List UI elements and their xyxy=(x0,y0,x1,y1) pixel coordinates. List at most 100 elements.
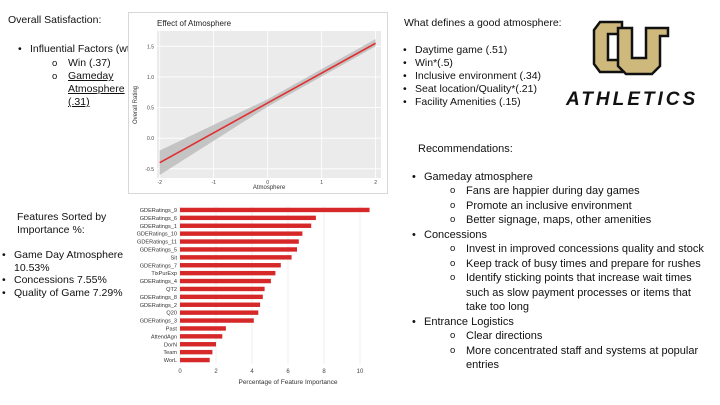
feature-quality: Quality of Game 7.29% xyxy=(0,287,123,300)
importance-chart: GDERatings_9 GDERatings_6 GDERatings_1 GDER… xyxy=(120,200,388,390)
category-label: Sit xyxy=(170,255,177,261)
rec-gameday-item-3: Better signage, maps, other amenities xyxy=(446,213,651,228)
category-label: GDERatings_9 xyxy=(140,208,177,214)
atmosphere-chart-ticks: -2 -1 0 1 2 -0.5 0.0 0.5 1.0 1.5 xyxy=(145,44,377,186)
category-label: TixPurExp xyxy=(151,271,177,277)
importance-bar xyxy=(180,215,316,221)
rec-entrance-item-1: Clear directions xyxy=(446,329,698,344)
importance-chart-grid xyxy=(179,206,361,364)
bar-x-tick-label: 0 xyxy=(178,369,182,375)
rec-concessions-item-3: Identify sticking points that increase w… xyxy=(446,271,704,286)
rec-gameday: Gameday atmosphere xyxy=(410,170,533,185)
gameday-line-3: (.31) xyxy=(68,96,90,108)
importance-bar xyxy=(180,326,226,331)
rec-entrance-title: Entrance Logistics xyxy=(410,315,514,330)
rec-concessions-item-2: Keep track of busy times and prepare for… xyxy=(446,257,704,272)
importance-bar xyxy=(180,255,292,260)
rec-gameday-item-2: Promote an inclusive environment xyxy=(446,199,651,214)
atmosphere-item-amenities: Facility Amenities (.15) xyxy=(401,96,541,109)
category-label: GDERatings_7 xyxy=(140,263,177,269)
features-list-2: Concessions 7.55% Quality of Game 7.29% xyxy=(0,274,123,300)
rec-gameday-item-1: Fans are happier during day games xyxy=(446,184,651,199)
features-heading-1: Features Sorted by xyxy=(17,211,107,223)
cu-logo xyxy=(588,14,674,84)
importance-chart-svg: GDERatings_9 GDERatings_6 GDERatings_1 GDER… xyxy=(137,206,370,386)
factor-gameday: Gameday xyxy=(48,70,114,83)
category-label: GDERatings_10 xyxy=(137,232,177,238)
cu-monogram-icon xyxy=(592,20,670,76)
bar-x-tick-label: 2 xyxy=(214,369,218,375)
rec-entrance: Entrance Logistics xyxy=(410,315,514,330)
category-label: GDERatings_4 xyxy=(140,279,177,285)
category-label: Q20 xyxy=(166,311,177,317)
importance-bar xyxy=(180,247,297,252)
rec-entrance-items: Clear directions More concentrated staff… xyxy=(446,329,698,358)
gameday-line-2: Atmosphere xyxy=(68,83,125,95)
atmosphere-item-daytime: Daytime game (.51) xyxy=(401,44,541,57)
rec-concessions-items: Invest in improved concessions quality a… xyxy=(446,242,704,286)
importance-ticks: 0 2 4 6 8 10 xyxy=(178,369,364,375)
category-label: WorL xyxy=(164,358,177,364)
bar-x-tick-label: 8 xyxy=(322,369,326,375)
rec-concessions-item-3-cont-2: take too long xyxy=(466,301,529,313)
y-tick-label: 0.5 xyxy=(147,106,154,112)
factors-sublist: Win (.37) Gameday xyxy=(48,57,114,83)
category-label: GDERatings_6 xyxy=(140,216,177,222)
importance-bar xyxy=(180,318,254,323)
importance-bar xyxy=(180,334,223,339)
atmosphere-chart: Effect of Atmosphere -2 -1 0 1 2 -0.5 0.0 0.5 1.… xyxy=(128,12,388,194)
feature-gameday-pct: 10.53% xyxy=(14,262,50,274)
importance-bar xyxy=(180,310,259,315)
category-label: QT2 xyxy=(166,287,177,293)
atmosphere-heading: What defines a good atmosphere: xyxy=(404,17,562,29)
importance-bar xyxy=(180,223,312,228)
importance-bar xyxy=(180,239,299,244)
feature-gameday: Game Day Atmosphere xyxy=(0,249,123,262)
athletics-wordmark: ATHLETICS xyxy=(566,89,699,110)
category-label: GDERatings_8 xyxy=(140,295,177,301)
feature-concessions: Concessions 7.55% xyxy=(0,274,123,287)
rec-entrance-item-2-cont: entries xyxy=(466,359,500,371)
x-tick-label: 1 xyxy=(320,180,323,186)
atmosphere-xlabel: Atmosphere xyxy=(253,185,286,191)
importance-bar xyxy=(180,286,265,292)
bar-x-tick-label: 10 xyxy=(357,369,364,375)
importance-bar xyxy=(180,357,210,363)
rec-concessions-title: Concessions xyxy=(410,228,487,243)
atmosphere-ylabel: Overall Rating xyxy=(133,86,139,124)
importance-bar xyxy=(180,342,216,347)
factors-list: Influential Factors (wt.) xyxy=(16,43,136,56)
x-tick-label: 2 xyxy=(374,180,377,186)
importance-category-labels: GDERatings_9 GDERatings_6 GDERatings_1 GDER… xyxy=(137,208,178,364)
y-tick-label: 1.5 xyxy=(147,44,154,50)
recommendations-heading: Recommendations: xyxy=(418,143,513,155)
rec-entrance-item-2: More concentrated staff and systems at p… xyxy=(446,344,698,359)
importance-bar xyxy=(180,263,281,268)
bar-x-tick-label: 6 xyxy=(286,369,290,375)
importance-bar xyxy=(180,278,271,284)
atmosphere-chart-grid xyxy=(157,31,381,178)
category-label: GDERatings_2 xyxy=(140,303,177,309)
category-label: GDERatings_5 xyxy=(140,247,177,253)
y-tick-label: 1.0 xyxy=(147,75,154,81)
category-label: GDERatings_11 xyxy=(137,240,177,246)
rec-gameday-items: Fans are happier during day games Promot… xyxy=(446,184,651,228)
rec-concessions-item-1: Invest in improved concessions quality a… xyxy=(446,242,704,257)
atmosphere-item-win: Win*(.5) xyxy=(401,57,541,70)
importance-bar xyxy=(180,231,303,236)
rec-concessions: Concessions xyxy=(410,228,487,243)
rec-concessions-item-3-cont-1: such as slow payment processes or items … xyxy=(466,287,691,299)
atmosphere-item-seat: Seat location/Quality*(.21) xyxy=(401,83,541,96)
importance-xlabel: Percentage of Feature Importance xyxy=(238,379,337,386)
category-label: GDERatings_3 xyxy=(140,319,177,325)
atmosphere-chart-svg: Effect of Atmosphere -2 -1 0 1 2 -0.5 0.0 0.5 1.… xyxy=(133,19,381,191)
gameday-line-1: Gameday xyxy=(68,70,114,82)
importance-bar xyxy=(180,302,261,307)
atmosphere-item-inclusive: Inclusive environment (.34) xyxy=(401,70,541,83)
y-tick-label: -0.5 xyxy=(145,167,154,173)
y-tick-label: 0.0 xyxy=(147,136,154,142)
factors-label: Influential Factors (wt.) xyxy=(16,43,136,56)
bar-x-tick-label: 4 xyxy=(250,369,254,375)
importance-bar xyxy=(180,294,263,300)
importance-bar xyxy=(180,349,213,355)
